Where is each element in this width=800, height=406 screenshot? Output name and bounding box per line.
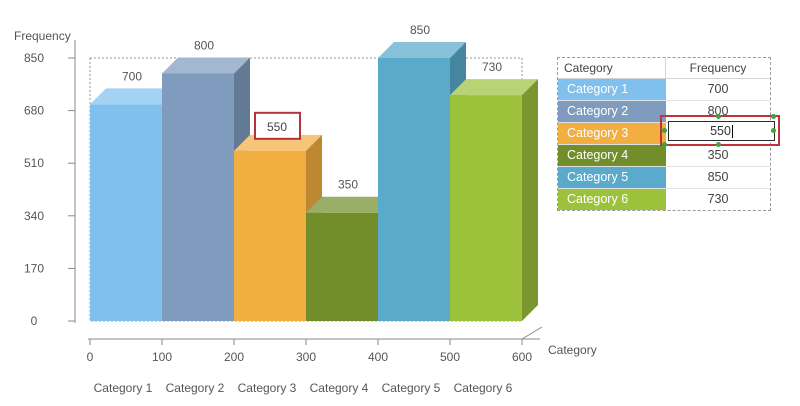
y-axis-label: Frequency (14, 29, 71, 43)
frequency-cell[interactable]: 850 (707, 170, 729, 184)
bar-front[interactable] (162, 73, 234, 322)
y-tick-label: 680 (24, 104, 44, 118)
category-label: Category 4 (310, 381, 369, 395)
text-caret (731, 125, 733, 139)
frequency-edit-input[interactable]: 550 (668, 121, 775, 141)
bar-side[interactable] (522, 79, 538, 321)
bar-value-label: 350 (338, 178, 358, 192)
bar-front[interactable] (378, 58, 450, 321)
selected-value-label-box[interactable] (254, 111, 301, 140)
header-category[interactable]: Category (558, 58, 666, 78)
category-cell[interactable]: Category 3 (558, 123, 666, 144)
frequency-cell[interactable]: 730 (707, 192, 729, 206)
data-table: Category Frequency Category 1 700 Category… (557, 57, 771, 211)
y-tick-label: 0 (31, 314, 38, 328)
category-label: Category 6 (454, 381, 513, 395)
category-label: Category 5 (382, 381, 441, 395)
bar[interactable] (450, 79, 538, 321)
y-tick-label: 340 (24, 209, 44, 223)
x-tick-label: 400 (368, 350, 388, 364)
x-tick-label: 300 (296, 350, 316, 364)
header-frequency[interactable]: Frequency (689, 61, 747, 75)
plot-frame (89, 57, 523, 322)
bar-top[interactable] (450, 79, 538, 96)
bar-value-label[interactable]: 550 (267, 120, 287, 134)
bar-top[interactable] (162, 57, 250, 74)
category-label: Category 2 (166, 381, 225, 395)
y-tick-label: 510 (24, 156, 44, 170)
bar-top[interactable] (306, 196, 394, 213)
resize-handle[interactable] (662, 128, 667, 133)
bar-value-label: 730 (482, 60, 502, 74)
edit-input-value[interactable]: 550 (710, 124, 731, 138)
frequency-cell[interactable]: 800 (707, 104, 729, 118)
category-cell[interactable]: Category 6 (558, 189, 666, 210)
bar-value-label: 700 (122, 69, 142, 83)
x-tick-label: 600 (512, 350, 532, 364)
resize-handle[interactable] (716, 142, 721, 147)
frequency-cell[interactable]: 350 (707, 148, 729, 162)
bar-value-label: 800 (194, 38, 214, 52)
table-header: Category Frequency (558, 58, 770, 79)
x-tick-label: 500 (440, 350, 460, 364)
x-tick-label: 0 (87, 350, 94, 364)
category-cell[interactable]: Category 5 (558, 167, 666, 188)
category-label: Category 1 (94, 381, 153, 395)
bar-front[interactable] (306, 212, 378, 321)
bar-top[interactable] (90, 88, 178, 105)
x-tick-label: 200 (224, 350, 244, 364)
table-row[interactable]: Category 1 700 (558, 79, 770, 101)
x-axis-label: Category (548, 343, 597, 357)
y-tick-label: 850 (24, 51, 44, 65)
category-label: Category 3 (238, 381, 297, 395)
resize-handle[interactable] (662, 142, 667, 147)
table-row[interactable]: Category 6 730 (558, 189, 770, 210)
table-row[interactable]: Category 5 850 (558, 167, 770, 189)
bar-top[interactable] (378, 42, 466, 58)
resize-handle[interactable] (771, 114, 776, 119)
resize-handle[interactable] (716, 114, 721, 119)
bar-value-label: 850 (410, 23, 430, 37)
category-cell[interactable]: Category 2 (558, 101, 666, 122)
bar-front[interactable] (234, 150, 306, 321)
table-row[interactable]: Category 4 350 (558, 145, 770, 167)
category-cell[interactable]: Category 4 (558, 145, 666, 166)
bar-front[interactable] (450, 95, 522, 321)
category-cell[interactable]: Category 1 (558, 79, 666, 100)
frequency-cell[interactable]: 700 (707, 82, 729, 96)
table-row[interactable]: Category 2 800 (558, 101, 770, 123)
bar-front[interactable] (90, 104, 162, 321)
x-tick-label: 100 (152, 350, 172, 364)
x-axis-depth (521, 326, 543, 340)
y-tick-label: 170 (24, 261, 44, 275)
resize-handle[interactable] (771, 128, 776, 133)
